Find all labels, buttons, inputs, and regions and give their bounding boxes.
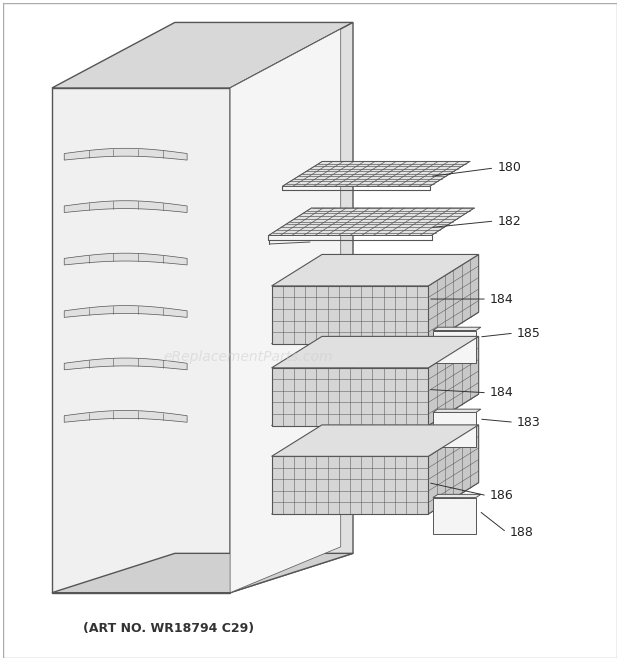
Polygon shape: [64, 253, 187, 265]
Polygon shape: [52, 22, 353, 88]
Polygon shape: [230, 22, 353, 593]
Polygon shape: [272, 394, 479, 426]
Polygon shape: [272, 456, 428, 514]
Text: (ART NO. WR18794 C29): (ART NO. WR18794 C29): [82, 622, 254, 635]
Text: 182: 182: [497, 215, 521, 227]
Text: 180: 180: [497, 161, 521, 175]
Polygon shape: [64, 410, 187, 422]
Polygon shape: [272, 254, 479, 286]
Polygon shape: [64, 358, 187, 369]
Polygon shape: [52, 88, 230, 593]
Text: 188: 188: [510, 526, 534, 539]
Text: eReplacementParts.com: eReplacementParts.com: [164, 350, 334, 364]
Polygon shape: [428, 425, 479, 514]
Polygon shape: [433, 494, 481, 498]
Polygon shape: [433, 330, 476, 364]
Text: 184: 184: [490, 386, 514, 399]
Polygon shape: [433, 412, 476, 447]
Polygon shape: [282, 161, 470, 186]
Polygon shape: [433, 409, 481, 412]
Polygon shape: [433, 327, 481, 330]
Polygon shape: [272, 425, 479, 456]
Text: 186: 186: [490, 489, 514, 502]
Polygon shape: [52, 553, 353, 593]
Polygon shape: [272, 286, 428, 344]
Polygon shape: [230, 29, 341, 593]
Polygon shape: [272, 312, 479, 344]
Text: 184: 184: [490, 293, 514, 305]
Text: 183: 183: [517, 416, 541, 429]
Polygon shape: [272, 368, 428, 426]
Polygon shape: [268, 208, 474, 235]
Polygon shape: [64, 201, 187, 213]
Text: 185: 185: [517, 327, 541, 340]
Polygon shape: [64, 305, 187, 317]
Polygon shape: [428, 254, 479, 344]
Polygon shape: [272, 336, 479, 368]
Polygon shape: [428, 336, 479, 426]
Polygon shape: [433, 498, 476, 533]
Polygon shape: [64, 148, 187, 160]
Polygon shape: [272, 483, 479, 514]
